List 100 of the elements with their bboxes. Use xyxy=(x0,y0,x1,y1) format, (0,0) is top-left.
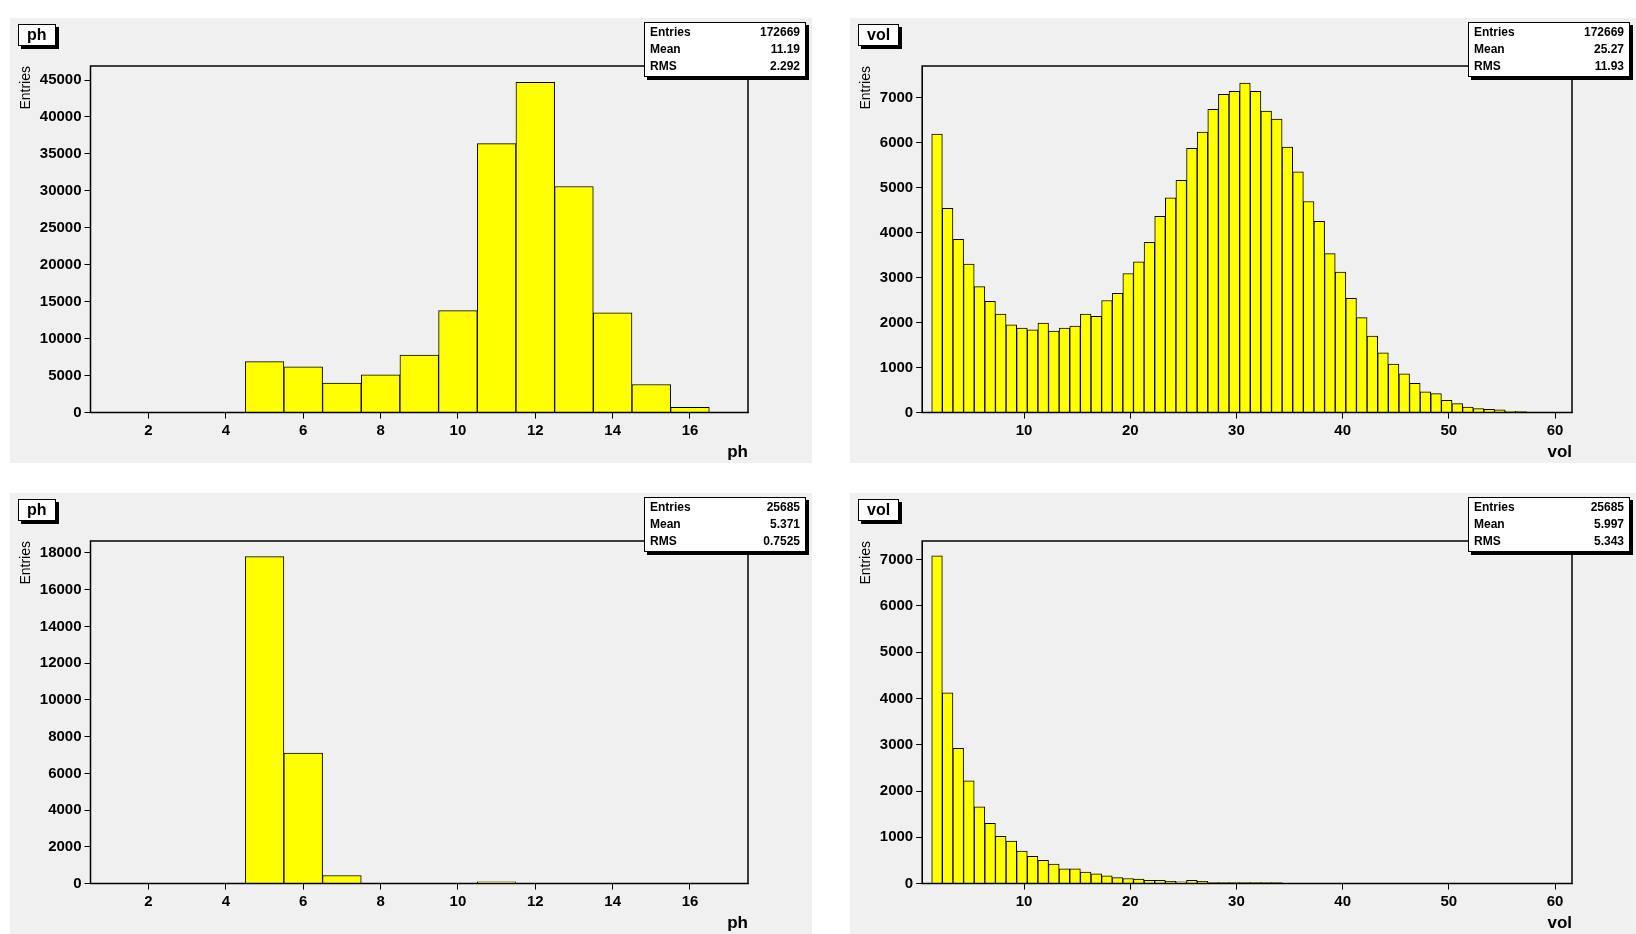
x-tick-label: 10 xyxy=(449,420,467,438)
x-axis-title: ph xyxy=(727,442,748,462)
y-tick-label: 45000 xyxy=(39,70,82,88)
text: 25.27 xyxy=(1593,41,1624,58)
x-tick-label: 20 xyxy=(1121,420,1139,438)
x-axis-title: vol xyxy=(1547,913,1572,933)
text: 172669 xyxy=(1583,24,1624,41)
y-tick-label: 0 xyxy=(904,402,914,420)
y-axis-title: Entries xyxy=(17,541,34,585)
y-axis-title: Entries xyxy=(857,541,874,585)
x-tick-label: 10 xyxy=(1015,420,1033,438)
x-tick-label: 60 xyxy=(1546,420,1564,438)
text: Entries xyxy=(1474,499,1515,516)
y-axis-title: Entries xyxy=(17,66,34,110)
text: 0.7525 xyxy=(763,533,800,550)
annotation: RMS xyxy=(1474,533,1501,550)
x-tick-label: 16 xyxy=(681,420,699,438)
y-tick-label: 2000 xyxy=(879,781,914,799)
x-tick-label: 10 xyxy=(449,891,467,909)
x-tick-label: 12 xyxy=(526,891,544,909)
y-tick-label: 1000 xyxy=(879,827,914,845)
x-tick-label: 20 xyxy=(1121,891,1139,909)
x-tick-label: 2 xyxy=(144,420,153,438)
y-tick-label: 6000 xyxy=(879,595,914,613)
y-tick-label: 5000 xyxy=(48,365,82,383)
x-tick-label: 50 xyxy=(1440,891,1458,909)
y-axis-title: Entries xyxy=(857,66,874,110)
y-tick-label: 6000 xyxy=(879,132,914,150)
chart-title: ph xyxy=(18,24,56,46)
y-tick-label: 4000 xyxy=(879,688,914,706)
x-tick-label: 30 xyxy=(1228,420,1245,438)
text: Entries xyxy=(1474,24,1515,41)
x-tick-label: 10 xyxy=(1015,891,1033,909)
y-tick-label: 3000 xyxy=(879,267,914,285)
chart-title: vol xyxy=(858,24,900,46)
y-tick-label: 2000 xyxy=(48,837,82,854)
text: 11.93 xyxy=(1594,58,1624,75)
annotation: RMS xyxy=(650,58,677,75)
y-tick-label: 2000 xyxy=(879,312,914,330)
text: 11.19 xyxy=(770,41,800,58)
text: Mean xyxy=(650,516,681,533)
text: Mean xyxy=(1474,516,1505,533)
x-tick-label: 6 xyxy=(299,891,308,909)
x-axis-title: ph xyxy=(727,913,748,933)
x-tick-label: 6 xyxy=(299,420,308,438)
y-tick-label: 0 xyxy=(73,873,82,891)
y-tick-label: 16000 xyxy=(39,579,82,597)
y-tick-label: 14000 xyxy=(39,616,82,634)
chart-title: ph xyxy=(18,499,56,521)
text: 172669 xyxy=(759,24,800,41)
text: 2.292 xyxy=(769,58,800,75)
y-tick-label: 10000 xyxy=(39,690,82,708)
y-tick-label: 0 xyxy=(73,402,82,420)
x-tick-label: 4 xyxy=(221,420,231,438)
y-tick-label: 7000 xyxy=(879,549,914,567)
x-tick-label: 16 xyxy=(681,891,699,909)
y-tick-label: 15000 xyxy=(39,291,82,309)
x-tick-label: 30 xyxy=(1228,891,1245,909)
text: 5.997 xyxy=(1593,516,1624,533)
x-tick-label: 2 xyxy=(144,891,153,909)
y-tick-label: 5000 xyxy=(879,642,914,660)
y-tick-label: 6000 xyxy=(48,763,82,781)
x-tick-label: 40 xyxy=(1334,420,1351,438)
y-tick-label: 4000 xyxy=(879,222,914,240)
x-tick-label: 60 xyxy=(1546,891,1564,909)
y-tick-label: 4000 xyxy=(48,800,82,818)
chart-title: vol xyxy=(858,499,900,521)
y-tick-label: 10000 xyxy=(39,328,82,346)
y-tick-label: 35000 xyxy=(39,144,82,162)
y-tick-label: 12000 xyxy=(39,653,82,671)
text: Entries xyxy=(650,499,691,516)
text: 5.371 xyxy=(769,516,800,533)
x-tick-label: 50 xyxy=(1440,420,1458,438)
y-tick-label: 8000 xyxy=(48,726,82,744)
x-tick-label: 8 xyxy=(376,420,385,438)
x-tick-label: 12 xyxy=(526,420,544,438)
y-tick-label: 0 xyxy=(904,873,914,891)
x-tick-label: 14 xyxy=(604,420,622,438)
text: 5.343 xyxy=(1593,533,1624,550)
y-tick-label: 30000 xyxy=(39,181,82,199)
x-tick-label: 4 xyxy=(221,891,231,909)
y-tick-label: 1000 xyxy=(879,357,914,375)
x-tick-label: 8 xyxy=(376,891,385,909)
text: Mean xyxy=(650,41,681,58)
text: 25685 xyxy=(766,499,800,516)
y-tick-label: 20000 xyxy=(39,254,82,272)
annotation: RMS xyxy=(650,533,677,550)
x-tick-label: 14 xyxy=(604,891,622,909)
y-tick-label: 18000 xyxy=(39,543,82,561)
x-axis-title: vol xyxy=(1547,442,1572,462)
y-tick-label: 25000 xyxy=(39,217,82,235)
annotation: RMS xyxy=(1474,58,1501,75)
text: 25685 xyxy=(1590,499,1624,516)
y-tick-label: 40000 xyxy=(39,107,82,125)
y-tick-label: 5000 xyxy=(879,177,914,195)
y-tick-label: 7000 xyxy=(879,87,914,105)
text: Mean xyxy=(1474,41,1505,58)
x-tick-label: 40 xyxy=(1334,891,1351,909)
text: Entries xyxy=(650,24,691,41)
y-tick-label: 3000 xyxy=(879,734,914,752)
